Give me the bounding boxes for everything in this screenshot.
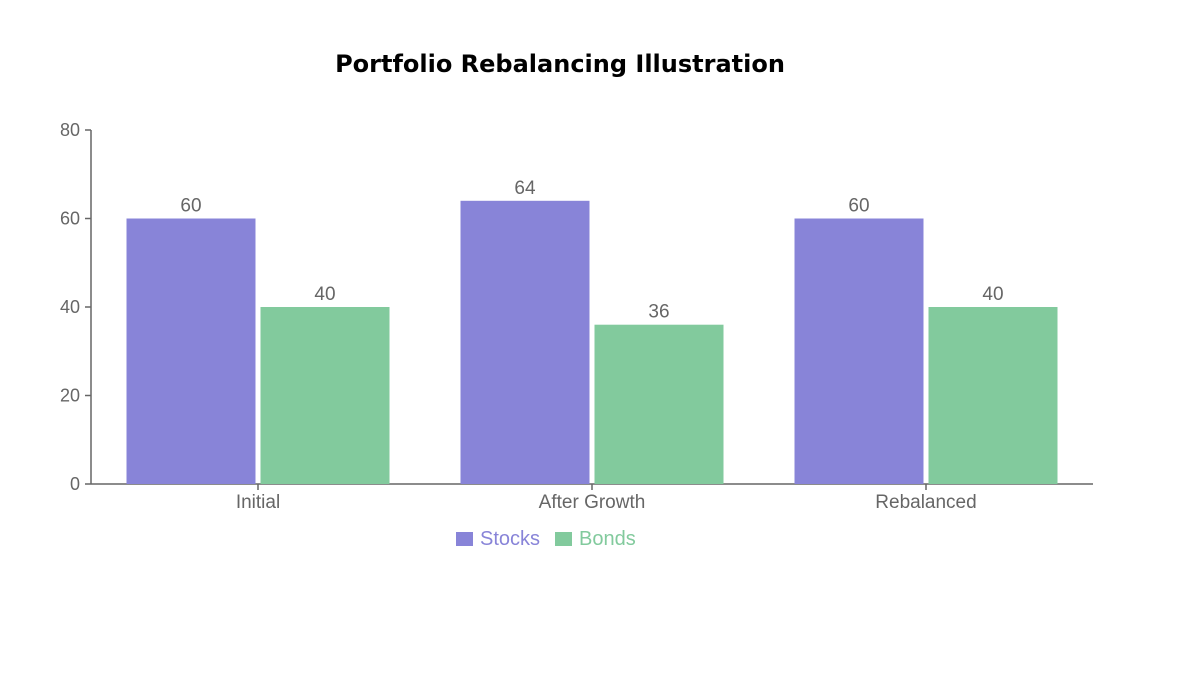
chart-title: Portfolio Rebalancing Illustration <box>335 50 785 78</box>
y-tick-label: 40 <box>60 297 80 317</box>
bar-bonds <box>928 307 1058 484</box>
data-label: 36 <box>648 302 669 323</box>
x-tick-label: Initial <box>236 492 280 513</box>
y-tick-label: 80 <box>60 120 80 140</box>
legend-swatch <box>555 532 572 546</box>
legend-label: Stocks <box>480 528 540 550</box>
bar-stocks <box>126 218 256 484</box>
data-label: 40 <box>314 284 335 305</box>
x-axis: Initial After Growth Rebalanced <box>91 483 1093 513</box>
y-tick-label: 20 <box>60 386 80 406</box>
legend-item-bonds: Bonds <box>555 528 636 550</box>
data-label: 60 <box>848 196 869 217</box>
bars <box>126 200 1058 485</box>
y-tick-label: 60 <box>60 209 80 229</box>
data-label: 60 <box>180 196 201 217</box>
legend-swatch <box>456 532 473 546</box>
bar-bonds <box>594 324 724 484</box>
data-label: 40 <box>982 284 1003 305</box>
bar-bonds <box>260 307 390 484</box>
x-tick-label: After Growth <box>539 492 646 513</box>
x-tick-label: Rebalanced <box>875 492 976 513</box>
data-labels: 60 40 64 36 60 40 <box>180 178 1003 323</box>
y-tick-label: 0 <box>70 474 80 494</box>
data-label: 64 <box>514 178 536 199</box>
legend: Stocks Bonds <box>456 528 636 550</box>
bar-stocks <box>460 200 590 485</box>
bar-stocks <box>794 218 924 484</box>
legend-label: Bonds <box>579 528 636 550</box>
legend-item-stocks: Stocks <box>456 528 540 550</box>
y-axis: 0 20 40 60 80 <box>60 120 92 494</box>
